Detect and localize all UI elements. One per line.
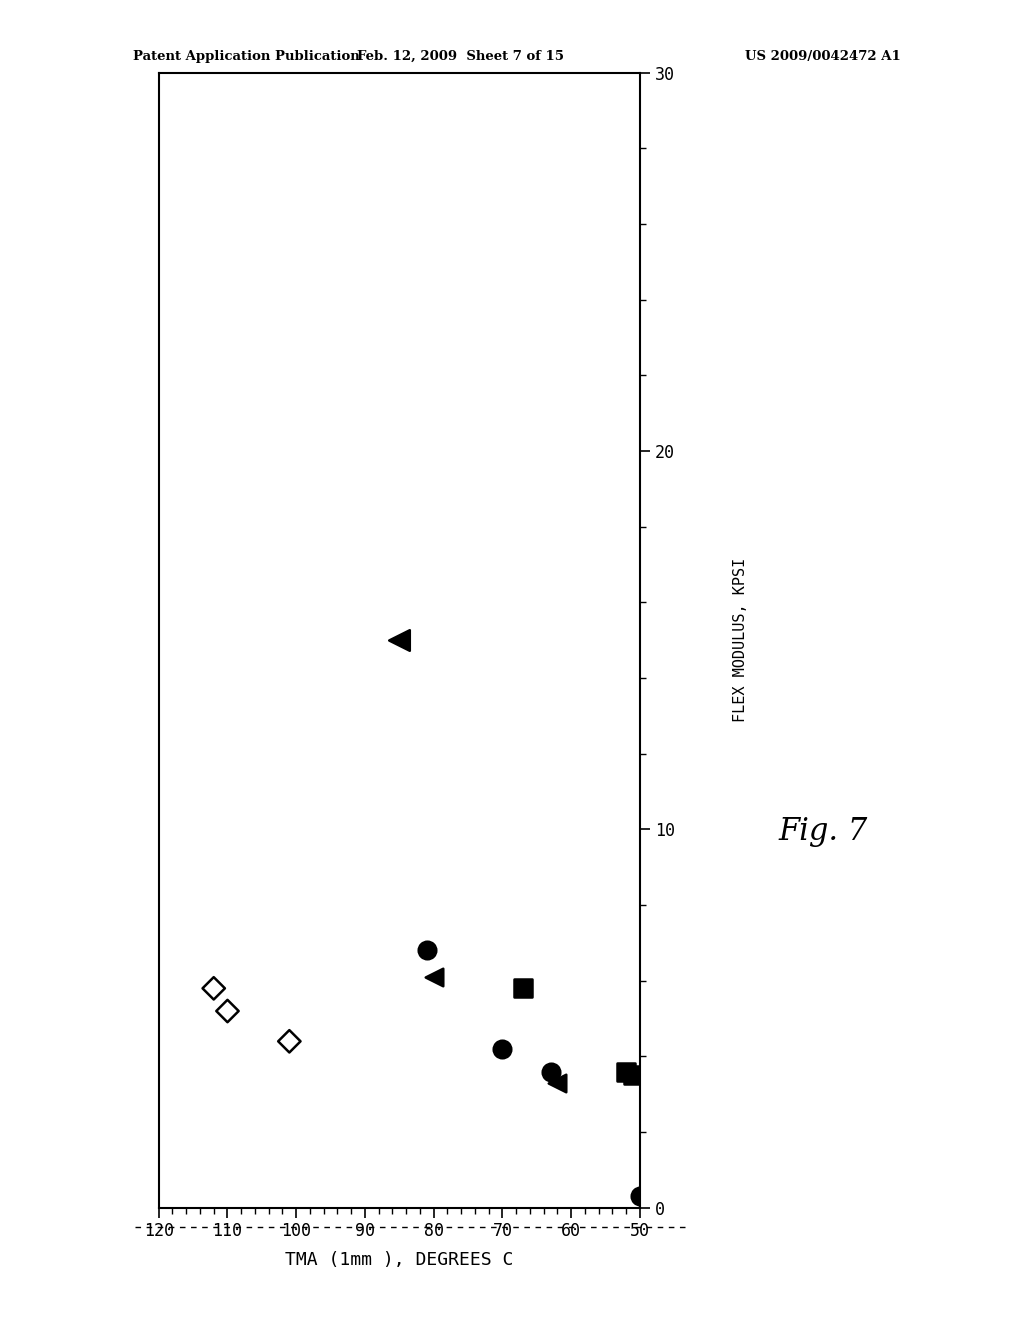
Point: [618, 1061, 635, 1082]
Text: US 2009/0042472 A1: US 2009/0042472 A1: [745, 50, 901, 63]
Point: [426, 966, 442, 987]
Point: [282, 1031, 298, 1052]
Y-axis label: FLEX MODULUS, KPSI: FLEX MODULUS, KPSI: [733, 558, 748, 722]
Point: [515, 978, 531, 999]
Text: Patent Application Publication: Patent Application Publication: [133, 50, 359, 63]
Point: [632, 1185, 648, 1206]
X-axis label: TMA (1mm ), DEGREES C: TMA (1mm ), DEGREES C: [285, 1251, 514, 1270]
Point: [219, 1001, 236, 1022]
Text: Fig. 7: Fig. 7: [778, 816, 867, 847]
Point: [625, 1065, 641, 1086]
Point: [543, 1061, 559, 1082]
Point: [419, 940, 435, 961]
Point: [495, 1039, 511, 1060]
Point: [549, 1072, 565, 1093]
Point: [391, 630, 408, 651]
Point: [206, 978, 222, 999]
Text: Feb. 12, 2009  Sheet 7 of 15: Feb. 12, 2009 Sheet 7 of 15: [357, 50, 564, 63]
